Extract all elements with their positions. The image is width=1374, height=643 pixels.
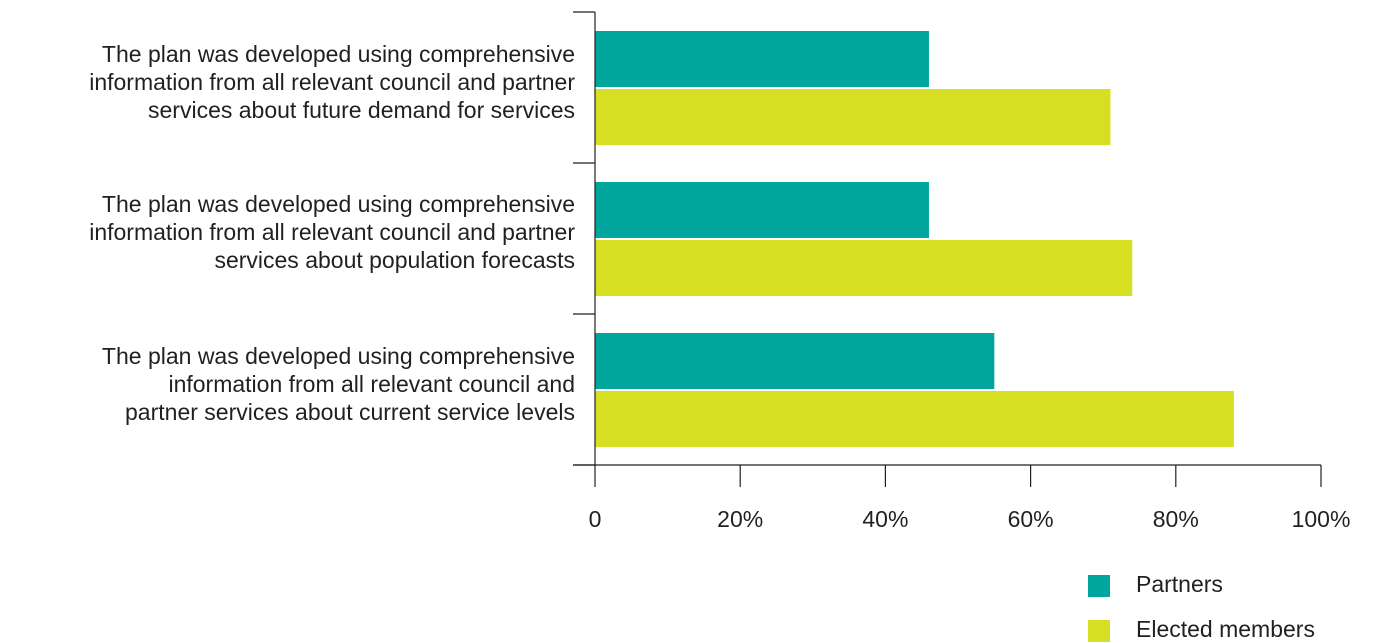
category-label-1: The plan was developed using comprehensi…: [0, 40, 575, 124]
category-label-line: The plan was developed using comprehensi…: [101, 191, 575, 217]
category-label-line: services about population forecasts: [214, 247, 575, 273]
legend-item-elected-members: Elected members: [1088, 613, 1348, 643]
bar-elected-members-3: [595, 391, 1234, 447]
x-tick-label: 0: [589, 506, 602, 532]
x-tick-label: 80%: [1153, 506, 1199, 532]
legend-swatch-elected-members: [1088, 620, 1110, 642]
category-label-line: information from all relevant council an…: [168, 371, 575, 397]
category-label-2: The plan was developed using comprehensi…: [0, 190, 575, 274]
legend-label-partners: Partners: [1136, 571, 1223, 597]
category-label-line: information from all relevant council an…: [89, 69, 575, 95]
category-label-line: services about future demand for service…: [148, 97, 575, 123]
legend-item-partners: Partners: [1088, 568, 1348, 598]
category-label-line: partner services about current service l…: [125, 399, 575, 425]
category-label-line: information from all relevant council an…: [89, 219, 575, 245]
bar-partners-2: [595, 182, 929, 238]
bar-elected-members-2: [595, 240, 1133, 296]
bar-partners-1: [595, 31, 929, 87]
x-tick-label: 60%: [1008, 506, 1054, 532]
x-tick-label: 20%: [717, 506, 763, 532]
x-tick-label: 100%: [1292, 506, 1351, 532]
category-label-line: The plan was developed using comprehensi…: [101, 41, 575, 67]
category-label-line: The plan was developed using comprehensi…: [101, 343, 575, 369]
legend-swatch-partners: [1088, 575, 1110, 597]
x-tick-label: 40%: [862, 506, 908, 532]
category-label-3: The plan was developed using comprehensi…: [0, 342, 575, 426]
legend-label-elected-members: Elected members: [1136, 616, 1315, 642]
bar-elected-members-1: [595, 89, 1111, 145]
bar-partners-3: [595, 333, 995, 389]
